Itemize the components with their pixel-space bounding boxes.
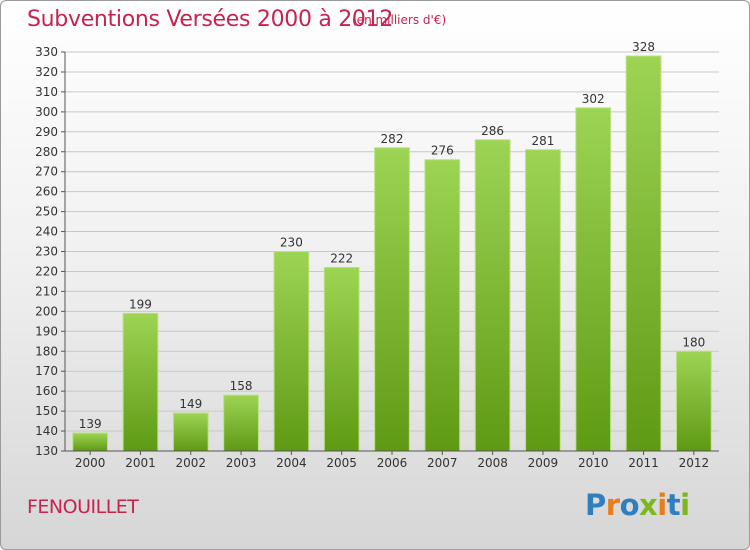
x-tick-label: 2003 <box>226 456 257 470</box>
bar-value-label: 281 <box>531 134 554 148</box>
x-tick-label: 2002 <box>175 456 206 470</box>
bar-2012 <box>675 350 712 452</box>
y-tick-label: 280 <box>35 145 58 159</box>
x-tick-label: 2005 <box>326 456 357 470</box>
bar-value-label: 276 <box>431 144 454 158</box>
y-tick-label: 310 <box>35 85 58 99</box>
logo-letter: i <box>680 488 690 522</box>
y-tick-label: 220 <box>35 264 58 278</box>
proxiti-logo: Proxiti <box>585 488 690 522</box>
y-tick-label: 170 <box>35 364 58 378</box>
y-tick-label: 320 <box>35 65 58 79</box>
bar-2006 <box>374 147 410 452</box>
bar-value-label: 158 <box>230 379 253 393</box>
bar-2002 <box>172 412 209 452</box>
bar-value-label: 286 <box>481 124 504 138</box>
bar-2001 <box>122 312 159 452</box>
x-tick-label: 2008 <box>477 456 508 470</box>
bar-2009 <box>525 149 561 452</box>
y-tick-label: 250 <box>35 205 58 219</box>
x-tick-label: 2010 <box>578 456 609 470</box>
bar-value-label: 180 <box>682 335 705 349</box>
logo-letter: i <box>657 488 667 522</box>
y-tick-label: 230 <box>35 245 58 259</box>
bar-2008 <box>474 139 511 452</box>
logo-letter: P <box>585 488 606 522</box>
bar-2004 <box>273 251 310 452</box>
y-tick-label: 300 <box>35 105 58 119</box>
bar-value-label: 222 <box>330 251 353 265</box>
y-tick-label: 270 <box>35 165 58 179</box>
x-tick-label: 2011 <box>628 456 659 470</box>
chart-title: Subventions Versées 2000 à 2012 <box>27 7 394 32</box>
bar-2011 <box>625 55 662 452</box>
y-tick-label: 200 <box>35 304 58 318</box>
y-tick-label: 160 <box>35 384 58 398</box>
bar-value-label: 230 <box>280 236 303 250</box>
bar-value-label: 302 <box>582 92 605 106</box>
bar-value-label: 328 <box>632 40 655 54</box>
commune-name: FENOUILLET <box>27 496 139 518</box>
bar-2007 <box>424 159 461 452</box>
y-tick-label: 240 <box>35 225 58 239</box>
bar-2000 <box>72 432 109 452</box>
x-tick-label: 2012 <box>679 456 710 470</box>
logo-letter: t <box>666 488 681 522</box>
y-tick-label: 140 <box>35 424 58 438</box>
y-tick-label: 130 <box>35 444 58 458</box>
x-tick-label: 2001 <box>125 456 156 470</box>
bars: 139 199 149 158 230 222 282 276 286 281 302 328 180 <box>72 40 712 452</box>
x-tick-label: 2004 <box>276 456 307 470</box>
logo-letter: r <box>605 488 620 522</box>
y-tick-label: 180 <box>35 344 58 358</box>
x-tick-label: 2000 <box>75 456 106 470</box>
y-tick-label: 190 <box>35 324 58 338</box>
y-tick-label: 210 <box>35 284 58 298</box>
y-tick-label: 330 <box>35 45 58 59</box>
logo-letter: o <box>619 488 640 522</box>
x-tick-label: 2007 <box>427 456 458 470</box>
bar-2005 <box>323 266 360 452</box>
logo-letter: x <box>639 488 658 522</box>
bar-value-label: 139 <box>79 417 102 431</box>
chart-unit: (en milliers d'€) <box>352 13 447 27</box>
y-tick-label: 260 <box>35 185 58 199</box>
bar-value-label: 282 <box>381 132 404 146</box>
x-tick-label: 2006 <box>377 456 408 470</box>
y-tick-label: 150 <box>35 404 58 418</box>
bar-2003 <box>223 394 259 452</box>
y-axis: 130 140 150 160 170 180 190 200 210 220 230 240 250 2… <box>35 45 66 458</box>
x-axis: 2000 2001 2002 2003 2004 2005 2006 2007 2008 2009… <box>65 450 719 470</box>
y-tick-label: 290 <box>35 125 58 139</box>
bar-value-label: 149 <box>179 397 202 411</box>
bar-value-label: 199 <box>129 297 152 311</box>
x-tick-label: 2009 <box>528 456 559 470</box>
bar-2010 <box>575 107 612 452</box>
